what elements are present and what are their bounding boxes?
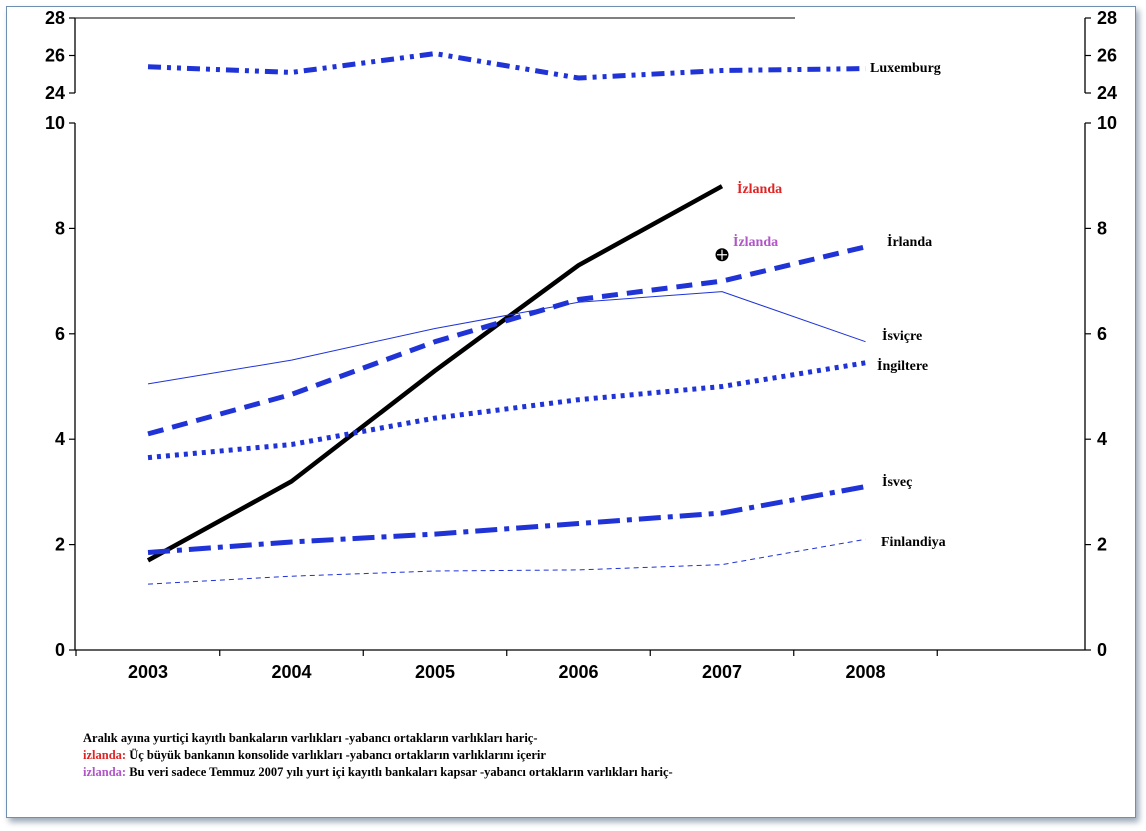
note-line-3: izlanda: Bu veri sadece Temmuz 2007 yılı… (83, 764, 673, 781)
chart-notes: Aralık ayına yurtiçi kayıtlı bankaların … (83, 730, 673, 781)
series-label-5: İngiltere (877, 357, 928, 374)
note-3-prefix: izlanda: (83, 765, 127, 779)
series-label-3: İrlanda (887, 233, 932, 250)
y-tick-label-right: 6 (1097, 324, 1107, 344)
series-line-7 (147, 538, 866, 585)
y-tick-label-right: 10 (1097, 113, 1117, 133)
y-tick-label-left: 2 (55, 535, 65, 555)
series-line-6 (147, 484, 866, 555)
y-tick-label-right: 28 (1097, 8, 1117, 28)
y-tick-label-left: 6 (55, 324, 65, 344)
series-label-0: Luxemburg (870, 61, 941, 76)
note-line-1: Aralık ayına yurtiçi kayıtlı bankaların … (83, 731, 538, 745)
y-tick-label-left: 0 (55, 640, 65, 660)
y-tick-label-right: 26 (1097, 46, 1117, 66)
y-tick-label-right: 0 (1097, 640, 1107, 660)
series-label-1: İzlanda (737, 180, 782, 197)
series-line-0 (147, 51, 866, 81)
series-label-2: İzlanda (733, 233, 778, 250)
series-label-6: İsveç (882, 473, 912, 490)
x-tick-label: 2006 (558, 662, 598, 682)
y-tick-label-right: 8 (1097, 218, 1107, 238)
series-label-7: Finlandiya (881, 535, 946, 550)
y-tick-label-left: 28 (45, 8, 65, 28)
x-tick-label: 2007 (702, 662, 742, 682)
note-3-text: Bu veri sadece Temmuz 2007 yılı yurt içi… (126, 765, 673, 779)
series-label-4: İsviçre (882, 327, 922, 344)
chart-frame (6, 6, 1136, 818)
x-tick-label: 2003 (128, 662, 168, 682)
note-line-2: izlanda: Üç büyük bankanın konsolide var… (83, 747, 673, 764)
y-tick-label-left: 26 (45, 46, 65, 66)
x-tick-label: 2008 (845, 662, 885, 682)
y-tick-label-right: 2 (1097, 535, 1107, 555)
y-tick-label-right: 24 (1097, 83, 1117, 103)
y-tick-label-left: 4 (55, 429, 65, 449)
y-tick-label-left: 8 (55, 218, 65, 238)
y-tick-label-left: 10 (45, 113, 65, 133)
note-2-prefix: izlanda: (83, 748, 127, 762)
x-tick-label: 2005 (415, 662, 455, 682)
y-tick-label-right: 4 (1097, 429, 1107, 449)
series-line-5 (147, 360, 866, 461)
series-line-3 (147, 244, 867, 437)
series-line-4 (147, 291, 866, 385)
y-tick-label-left: 24 (45, 83, 65, 103)
note-2-text: Üç büyük bankanın konsolide varlıkları -… (126, 748, 546, 762)
series-line-1 (146, 184, 724, 563)
x-tick-label: 2004 (271, 662, 311, 682)
